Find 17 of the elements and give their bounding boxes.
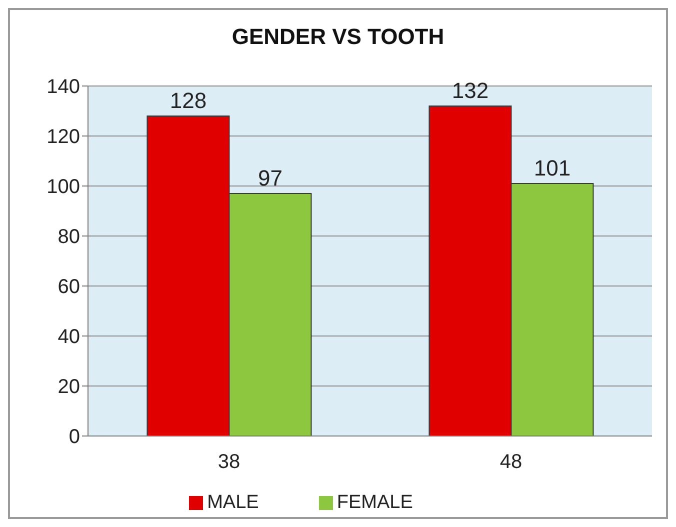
data-label: 128 <box>170 88 207 113</box>
x-tick-label: 48 <box>500 451 522 474</box>
x-tick-label: 38 <box>218 451 240 474</box>
y-tick-label: 80 <box>58 226 80 248</box>
data-label: 97 <box>258 166 282 190</box>
y-tick-label: 20 <box>58 376 80 398</box>
y-tick-label: 0 <box>68 426 80 448</box>
legend-label: MALE <box>207 492 259 513</box>
legend-label: FEMALE <box>336 492 413 513</box>
y-tick-label: 120 <box>46 126 80 148</box>
y-tick-label: 40 <box>58 326 80 348</box>
y-tick-label: 140 <box>46 76 80 98</box>
y-tick-label: 60 <box>58 276 80 298</box>
chart-title: GENDER VS TOOTH <box>230 24 446 50</box>
data-label: 101 <box>534 156 571 180</box>
y-tick-label: 100 <box>46 176 80 198</box>
data-label: 132 <box>452 78 489 103</box>
